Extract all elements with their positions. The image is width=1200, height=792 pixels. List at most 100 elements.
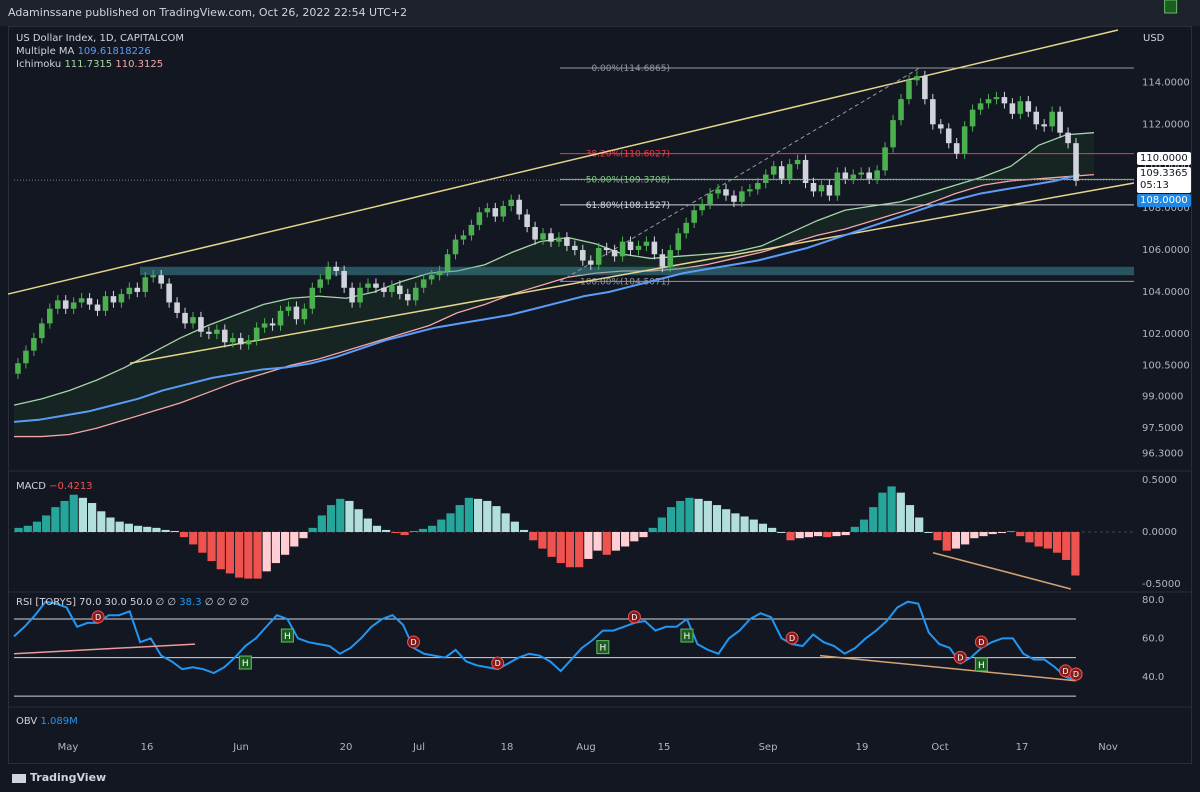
macd-bar <box>106 517 115 532</box>
price-legend: US Dollar Index, 1D, CAPITALCOM Multiple… <box>16 32 184 71</box>
publisher-text: Adaminssane published on TradingView.com… <box>8 6 408 19</box>
candle-body <box>420 279 427 288</box>
candle <box>699 198 705 216</box>
macd-bar <box>483 500 492 532</box>
time-tick-label: 17 <box>1016 742 1029 753</box>
candle-body <box>484 208 491 213</box>
publisher-bar: Adaminssane published on TradingView.com… <box>0 0 1200 26</box>
candle-body <box>643 241 650 246</box>
candle-body <box>301 308 308 320</box>
candle <box>428 269 435 285</box>
candle <box>484 202 491 218</box>
candle <box>778 160 785 185</box>
candle-body <box>699 203 705 211</box>
candle <box>882 142 888 176</box>
macd-bar <box>446 513 455 532</box>
rsi-h-badge <box>974 657 988 672</box>
candle-body <box>309 287 316 309</box>
candle-body <box>723 189 729 196</box>
rsi-params: 70.0 30.0 50.0 ∅ ∅ <box>79 597 177 608</box>
candle-body <box>94 304 101 311</box>
candle <box>436 265 443 281</box>
candle-body <box>452 239 459 255</box>
time-tick-label: Sep <box>759 742 778 753</box>
candle <box>723 184 729 201</box>
rsi-value: 38.3 <box>179 597 202 608</box>
candle-body <box>31 338 37 351</box>
price-tick-label: 110.0000 <box>1142 161 1190 172</box>
brand-label: TradingView <box>30 771 107 784</box>
macd-bar <box>437 519 446 532</box>
rsi-high-marker: H <box>974 657 988 672</box>
candle <box>961 121 968 159</box>
ichimoku-span-a <box>13 132 1095 406</box>
tradingview-logo[interactable]: TradingView <box>12 771 106 784</box>
candle <box>1017 96 1024 120</box>
macd-bar <box>299 532 308 539</box>
macd-bar <box>869 507 878 532</box>
macd-bar <box>455 505 464 532</box>
candle <box>532 221 538 245</box>
candle <box>715 184 721 199</box>
candle <box>874 165 880 185</box>
macd-bar <box>722 509 731 532</box>
candle <box>460 230 467 245</box>
candle-body <box>142 277 149 292</box>
candle-body <box>548 233 554 242</box>
candle <box>23 345 29 369</box>
candle <box>953 137 960 159</box>
candle <box>651 236 658 260</box>
price-tick-label: 106.0000 <box>1142 245 1190 256</box>
macd-bar <box>281 532 290 555</box>
candle-body <box>540 233 546 240</box>
rsi-d-text: D <box>1062 667 1068 676</box>
candle <box>222 324 228 348</box>
macd-bar <box>703 500 712 532</box>
candle <box>31 332 37 356</box>
candle <box>603 242 610 256</box>
candle <box>834 167 841 201</box>
candle-body <box>1025 101 1032 112</box>
macd-bar <box>189 532 198 545</box>
candle <box>166 278 172 308</box>
candle <box>94 299 101 317</box>
candle <box>261 318 268 333</box>
macd-bar <box>639 532 648 538</box>
candle <box>245 334 252 350</box>
rsi-bear-divergence <box>13 643 196 655</box>
candle-body <box>261 323 268 328</box>
candle-body <box>1073 143 1079 181</box>
candle-body <box>1057 111 1063 133</box>
candle <box>643 236 650 252</box>
rsi-divergence-marker: D <box>785 631 799 645</box>
macd-bar <box>731 513 740 532</box>
macd-bar <box>382 529 391 532</box>
macd-bar <box>538 532 547 549</box>
macd-bar <box>290 532 299 547</box>
time-tick-label: May <box>58 742 79 753</box>
rsi-d-badge <box>91 610 105 624</box>
rsi-d-badge <box>953 650 967 664</box>
candle <box>293 301 300 325</box>
candle-body <box>858 172 865 175</box>
macd-bar <box>951 532 961 549</box>
macd-bar <box>942 532 951 551</box>
candle <box>468 219 475 241</box>
macd-bar <box>216 532 225 570</box>
candle <box>985 93 992 109</box>
candle <box>54 295 61 314</box>
rsi-d-text: D <box>410 638 416 647</box>
macd-bar <box>924 532 933 533</box>
candle-body <box>126 287 133 295</box>
candle-body <box>245 340 252 345</box>
candle <box>190 311 196 329</box>
time-tick-label: 18 <box>501 742 514 753</box>
rsi-d-badge <box>1069 667 1083 681</box>
candle <box>365 278 371 294</box>
candle-body <box>564 237 570 246</box>
macd-bar <box>556 532 565 564</box>
candle-body <box>253 327 260 341</box>
price-tag-last: 109.3365 05:13 <box>1137 167 1191 193</box>
candle <box>770 160 777 180</box>
